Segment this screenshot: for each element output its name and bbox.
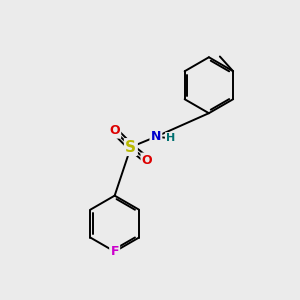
Text: O: O bbox=[110, 124, 120, 137]
Text: S: S bbox=[125, 140, 136, 154]
Text: F: F bbox=[110, 245, 119, 258]
Text: O: O bbox=[142, 154, 152, 167]
Text: H: H bbox=[166, 133, 175, 143]
Text: N: N bbox=[151, 130, 161, 143]
